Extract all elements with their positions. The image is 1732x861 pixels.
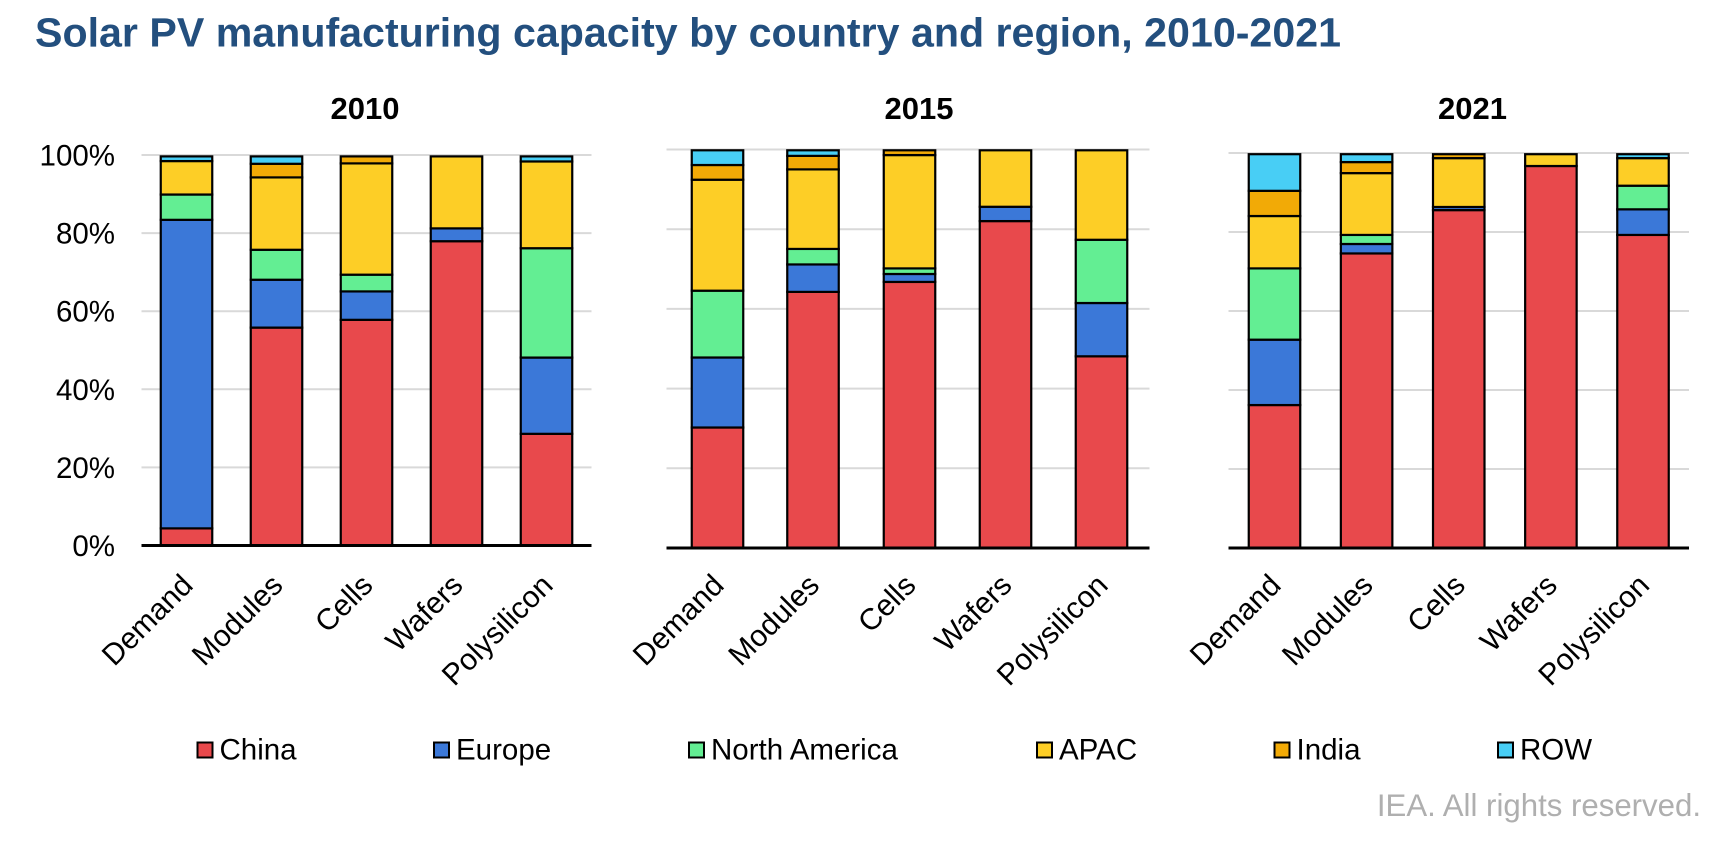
svg-text:2010: 2010 [331, 91, 400, 126]
svg-text:Europe: Europe [456, 734, 551, 767]
svg-text:China: China [220, 734, 298, 767]
svg-text:Solar PV manufacturing capacit: Solar PV manufacturing capacity by count… [35, 10, 1341, 56]
svg-text:IEA. All rights reserved.: IEA. All rights reserved. [1377, 788, 1701, 823]
svg-text:India: India [1297, 734, 1362, 767]
svg-text:2021: 2021 [1438, 91, 1507, 126]
svg-text:ROW: ROW [1520, 734, 1592, 767]
svg-text:100%: 100% [40, 140, 115, 173]
svg-text:2015: 2015 [885, 91, 954, 126]
svg-text:80%: 80% [56, 218, 115, 251]
svg-text:APAC: APAC [1059, 734, 1137, 767]
svg-text:0%: 0% [72, 530, 115, 563]
svg-text:20%: 20% [56, 452, 115, 485]
svg-text:60%: 60% [56, 296, 115, 329]
svg-text:40%: 40% [56, 374, 115, 407]
svg-text:North America: North America [711, 734, 898, 767]
